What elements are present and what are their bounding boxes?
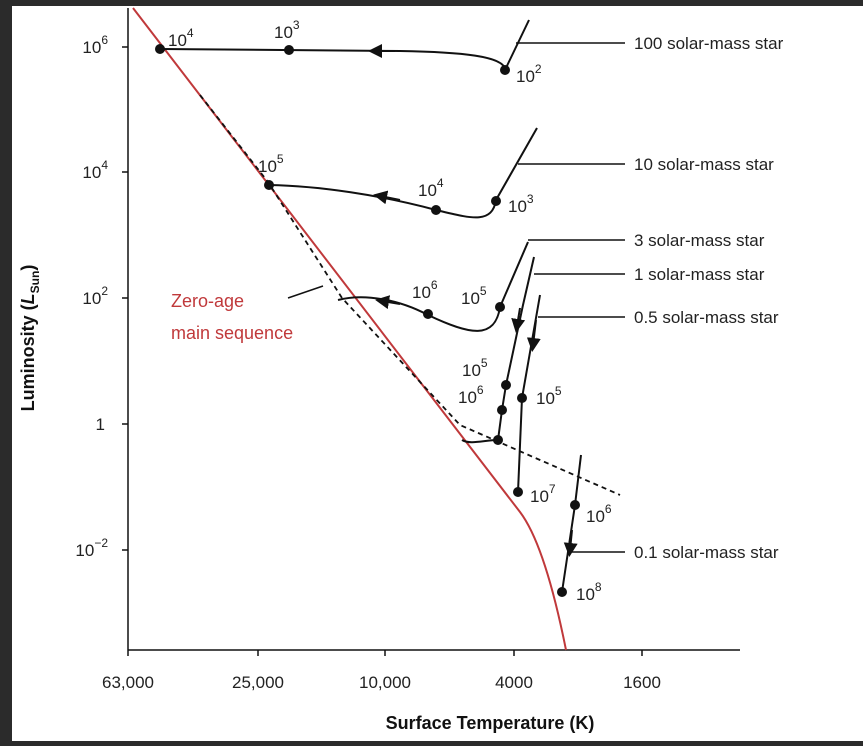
age-dot xyxy=(493,435,503,445)
age-dot xyxy=(570,500,580,510)
age-dot xyxy=(495,302,505,312)
age-label: 106 xyxy=(586,502,612,526)
y-tick-label: 10−2 xyxy=(75,536,108,560)
age-label: 105 xyxy=(536,384,562,408)
age-label: 105 xyxy=(462,356,488,380)
age-dot xyxy=(431,205,441,215)
age-dot xyxy=(264,180,274,190)
y-tick-label: 1 xyxy=(96,415,105,434)
track-1-solar-mass xyxy=(461,256,535,444)
arrow-3-solar-mass xyxy=(375,295,401,310)
x-tick-label: 1600 xyxy=(623,673,661,692)
age-dot xyxy=(500,65,510,75)
age-label: 105 xyxy=(461,284,487,308)
arrow-0.1-solar-mass xyxy=(563,529,578,557)
y-axis-title: Luminosity (LSun) xyxy=(18,265,42,412)
zams-label: Zero-age main sequence xyxy=(171,291,293,343)
x-tick-label: 10,000 xyxy=(359,673,411,692)
age-dot xyxy=(501,380,511,390)
track-label-10-solar-mass: 10 solar-mass star xyxy=(634,155,774,174)
zams-label-leader xyxy=(287,285,324,299)
age-label: 107 xyxy=(530,482,556,506)
figure-panel xyxy=(12,6,863,741)
track-label-100-solar-mass: 100 solar-mass star xyxy=(634,34,784,53)
age-dot xyxy=(423,309,433,319)
y-tick-label: 102 xyxy=(82,284,108,308)
age-dot xyxy=(513,487,523,497)
age-label: 106 xyxy=(458,383,484,407)
y-tick-label: 106 xyxy=(82,33,108,57)
track-label-3-solar-mass: 3 solar-mass star xyxy=(634,231,765,250)
age-label: 106 xyxy=(412,278,438,302)
age-label: 105 xyxy=(258,152,284,176)
age-label: 103 xyxy=(274,18,300,42)
track-label-1-solar-mass: 1 solar-mass star xyxy=(634,265,765,284)
age-label: 103 xyxy=(508,192,534,216)
track-10-solar-mass xyxy=(268,127,538,219)
track-label-0.1-solar-mass: 0.1 solar-mass star xyxy=(634,543,779,562)
age-label: 104 xyxy=(168,26,194,50)
y-tick-label: 104 xyxy=(82,158,108,182)
age-dot xyxy=(155,44,165,54)
x-tick-label: 63,000 xyxy=(102,673,154,692)
age-label: 102 xyxy=(516,62,542,86)
age-dot xyxy=(491,196,501,206)
x-tick-label: 25,000 xyxy=(232,673,284,692)
age-markers xyxy=(155,44,580,597)
x-tick-label: 4000 xyxy=(495,673,533,692)
age-dot xyxy=(497,405,507,415)
age-label: 108 xyxy=(576,580,602,604)
age-dot xyxy=(517,393,527,403)
age-label: 104 xyxy=(418,176,444,200)
age-dot xyxy=(557,587,567,597)
label-leaders xyxy=(516,42,625,553)
dashed-boundary-line xyxy=(199,94,621,496)
age-dot xyxy=(284,45,294,55)
track-label-0.5-solar-mass: 0.5 solar-mass star xyxy=(634,308,779,327)
arrow-0.5-solar-mass xyxy=(526,319,541,352)
arrow-10-solar-mass xyxy=(373,190,401,205)
arrow-1-solar-mass xyxy=(511,307,526,333)
axes xyxy=(122,8,740,656)
x-axis-title: Surface Temperature (K) xyxy=(386,713,595,733)
zams-curve xyxy=(132,7,567,651)
